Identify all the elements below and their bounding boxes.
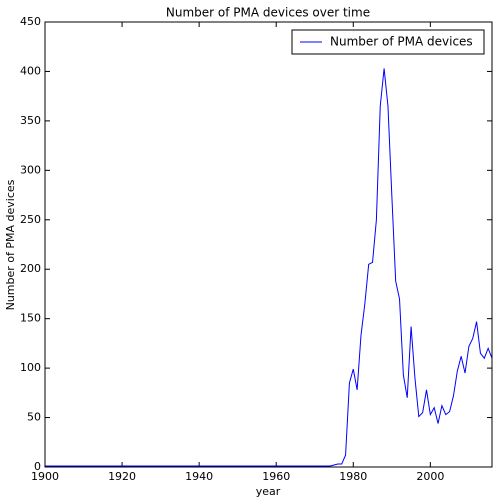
y-tick-label: 0 (34, 460, 41, 473)
data-line (45, 68, 493, 467)
legend-box (291, 29, 485, 55)
plot-frame (44, 21, 493, 468)
y-axis-label: Number of PMA devices (4, 179, 17, 310)
y-tick-label: 300 (20, 163, 41, 176)
x-axis-label: year (256, 485, 281, 498)
x-tick-label: 1900 (31, 470, 59, 483)
y-tick-label: 200 (20, 262, 41, 275)
y-tick-label: 350 (20, 114, 41, 127)
x-tick-label: 2000 (416, 470, 444, 483)
chart-title: Number of PMA devices over time (166, 6, 370, 20)
y-tick-label: 150 (20, 312, 41, 325)
y-tick-label: 450 (20, 15, 41, 28)
y-tick-label: 250 (20, 213, 41, 226)
x-tick-label: 1980 (339, 470, 367, 483)
legend-label: Number of PMA devices (330, 35, 473, 49)
y-tick-label: 400 (20, 64, 41, 77)
y-tick-label: 100 (20, 361, 41, 374)
x-tick-label: 1960 (262, 470, 290, 483)
y-tick-label: 50 (27, 411, 41, 424)
x-tick-label: 1940 (185, 470, 213, 483)
x-tick-label: 1920 (108, 470, 136, 483)
